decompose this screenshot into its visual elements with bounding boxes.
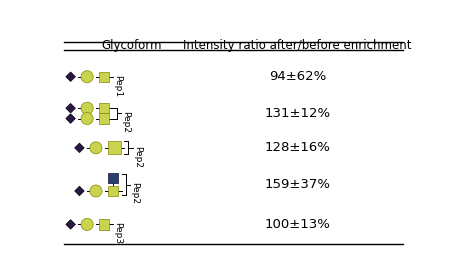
Text: 128±16%: 128±16% bbox=[264, 141, 329, 154]
Polygon shape bbox=[66, 72, 75, 81]
FancyBboxPatch shape bbox=[107, 173, 118, 183]
Text: Intensity ratio after/before enrichment: Intensity ratio after/before enrichment bbox=[182, 39, 411, 52]
Text: Pep1: Pep1 bbox=[112, 74, 121, 97]
Text: Glycoform: Glycoform bbox=[101, 39, 161, 52]
Ellipse shape bbox=[90, 185, 102, 197]
FancyBboxPatch shape bbox=[107, 141, 121, 154]
FancyBboxPatch shape bbox=[99, 72, 109, 82]
Ellipse shape bbox=[81, 102, 93, 114]
Text: 100±13%: 100±13% bbox=[264, 218, 329, 231]
Ellipse shape bbox=[81, 71, 93, 83]
Text: Pep2: Pep2 bbox=[130, 182, 139, 204]
Ellipse shape bbox=[81, 218, 93, 230]
FancyBboxPatch shape bbox=[99, 113, 109, 124]
Text: 159±37%: 159±37% bbox=[264, 178, 329, 191]
Polygon shape bbox=[66, 114, 75, 123]
Text: Pep2: Pep2 bbox=[121, 111, 130, 133]
Text: 94±62%: 94±62% bbox=[268, 70, 325, 83]
Polygon shape bbox=[75, 143, 84, 153]
FancyBboxPatch shape bbox=[107, 186, 118, 196]
Polygon shape bbox=[75, 186, 84, 196]
FancyBboxPatch shape bbox=[99, 103, 109, 113]
Ellipse shape bbox=[81, 113, 93, 125]
Text: Pep3: Pep3 bbox=[112, 222, 121, 244]
Ellipse shape bbox=[90, 142, 102, 154]
Text: 131±12%: 131±12% bbox=[263, 107, 330, 120]
FancyBboxPatch shape bbox=[99, 219, 109, 230]
Polygon shape bbox=[66, 220, 75, 229]
Text: Pep2: Pep2 bbox=[132, 146, 142, 168]
Polygon shape bbox=[66, 103, 75, 113]
